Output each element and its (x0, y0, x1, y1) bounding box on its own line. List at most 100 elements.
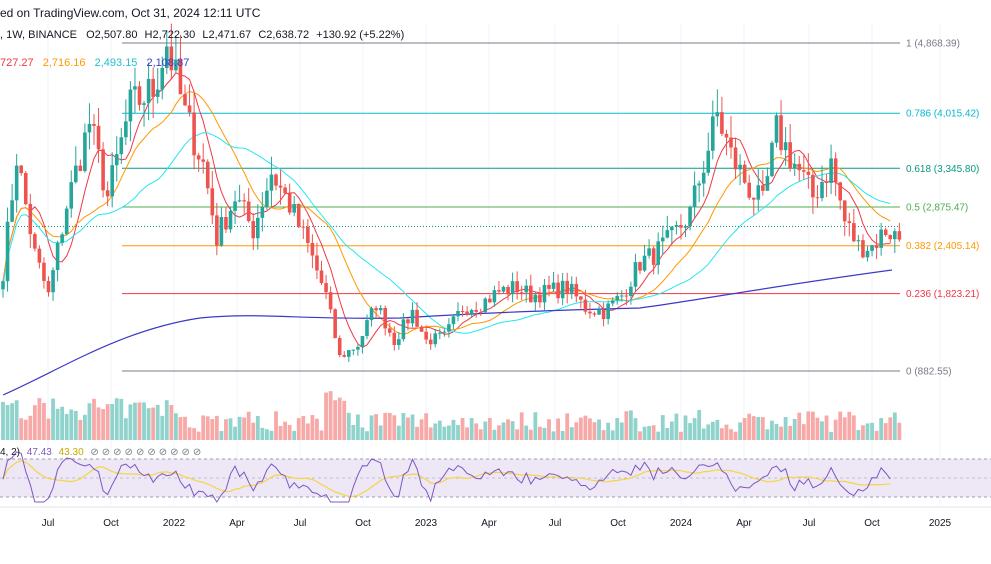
volume-bar (201, 415, 206, 440)
candle-body (37, 248, 42, 263)
candle-body (401, 319, 406, 340)
candle-body (428, 339, 433, 345)
candle-body (838, 182, 842, 201)
candle-body (374, 308, 378, 311)
candle-body (861, 240, 865, 258)
candle-body (856, 240, 861, 242)
volume-bar (119, 398, 124, 440)
candle-body (119, 137, 124, 155)
volume-bar (870, 422, 874, 440)
candle-body (210, 188, 215, 216)
volume-bar (46, 418, 51, 440)
volume-bar (142, 402, 146, 440)
volume-bar (820, 421, 824, 440)
candle-body (579, 296, 583, 300)
volume-bar (374, 414, 378, 440)
candle-body (269, 174, 274, 191)
candle-body (615, 295, 620, 301)
candle-body (64, 208, 69, 235)
candle-body (633, 262, 638, 287)
rsi-ma-line (2, 459, 891, 498)
volume-bar (437, 420, 442, 440)
volume-bar (169, 404, 174, 440)
volume-bar (669, 421, 674, 440)
candle-body (406, 319, 410, 324)
volume-bar (114, 398, 119, 440)
candle-body (688, 206, 692, 227)
time-tick-label: 2022 (163, 518, 186, 529)
candle-body (870, 245, 874, 251)
volume-bar (164, 400, 169, 440)
volume-bar (510, 421, 515, 440)
candle-body (629, 286, 633, 297)
candle-body (10, 200, 14, 222)
time-tick-label: 2024 (670, 518, 693, 529)
candle-body (451, 316, 456, 325)
volume-bars (1, 391, 902, 440)
fib-label: 0.236 (1,823.21) (906, 289, 979, 300)
ma-legend: 727.27 2,716.16 2,493.15 2,108.87 (0, 57, 189, 69)
candle-body (697, 183, 701, 186)
volume-bar (274, 411, 278, 440)
time-tick-label: Jul (42, 518, 55, 529)
volume-bar (865, 423, 870, 440)
candlesticks (1, 23, 902, 362)
volume-bar (606, 422, 611, 440)
time-tick-label: Jul (294, 518, 307, 529)
volume-bar (378, 425, 383, 440)
volume-bar (792, 418, 797, 440)
candle-body (60, 234, 64, 243)
volume-bar (674, 413, 679, 440)
volume-bar (456, 425, 460, 440)
candle-body (488, 298, 492, 303)
volume-bar (683, 415, 688, 440)
volume-bar (569, 427, 574, 440)
volume-bar (410, 414, 415, 440)
volume-bar (319, 430, 324, 440)
candle-body (14, 165, 19, 201)
volume-bar (415, 426, 419, 440)
volume-bar (838, 411, 843, 440)
candle-body (201, 159, 205, 162)
publish-line: ed on TradingView.com, Oct 31, 2024 12:1… (0, 6, 261, 20)
candle-body (92, 123, 96, 126)
volume-bar (501, 422, 506, 440)
candle-body (96, 125, 101, 150)
volume-bar (196, 431, 201, 440)
candle-body (542, 284, 547, 303)
volume-bar (765, 429, 770, 440)
volume-bar (492, 429, 497, 440)
candle-body (620, 295, 624, 297)
candle-body (842, 200, 847, 222)
candle-body (569, 283, 574, 294)
candle-body (319, 270, 324, 284)
volume-bar (78, 419, 83, 440)
volume-bar (324, 392, 328, 440)
volume-bar (96, 407, 101, 440)
volume-bar (178, 417, 183, 440)
volume-bar (629, 410, 633, 440)
candle-body (278, 185, 283, 188)
volume-bar (806, 411, 811, 440)
volume-bar (351, 424, 356, 440)
candle-body (824, 181, 829, 183)
volume-bar (401, 412, 406, 440)
candle-body (601, 309, 606, 320)
candle-body (397, 339, 401, 346)
candle-body (797, 163, 802, 171)
volume-bar (660, 415, 665, 440)
candle-body (592, 313, 597, 315)
volume-bar (897, 422, 902, 440)
volume-bar (251, 422, 256, 440)
candle-body (551, 282, 556, 289)
candle-body (806, 171, 811, 175)
volume-bar (729, 429, 733, 440)
candle-body (169, 46, 174, 71)
candle-body (415, 309, 419, 327)
candle-body (642, 255, 647, 271)
candle-body (756, 185, 761, 200)
volume-bar (228, 418, 233, 440)
candle-body (174, 59, 178, 71)
volume-bar (283, 421, 287, 440)
candle-body (283, 187, 287, 194)
